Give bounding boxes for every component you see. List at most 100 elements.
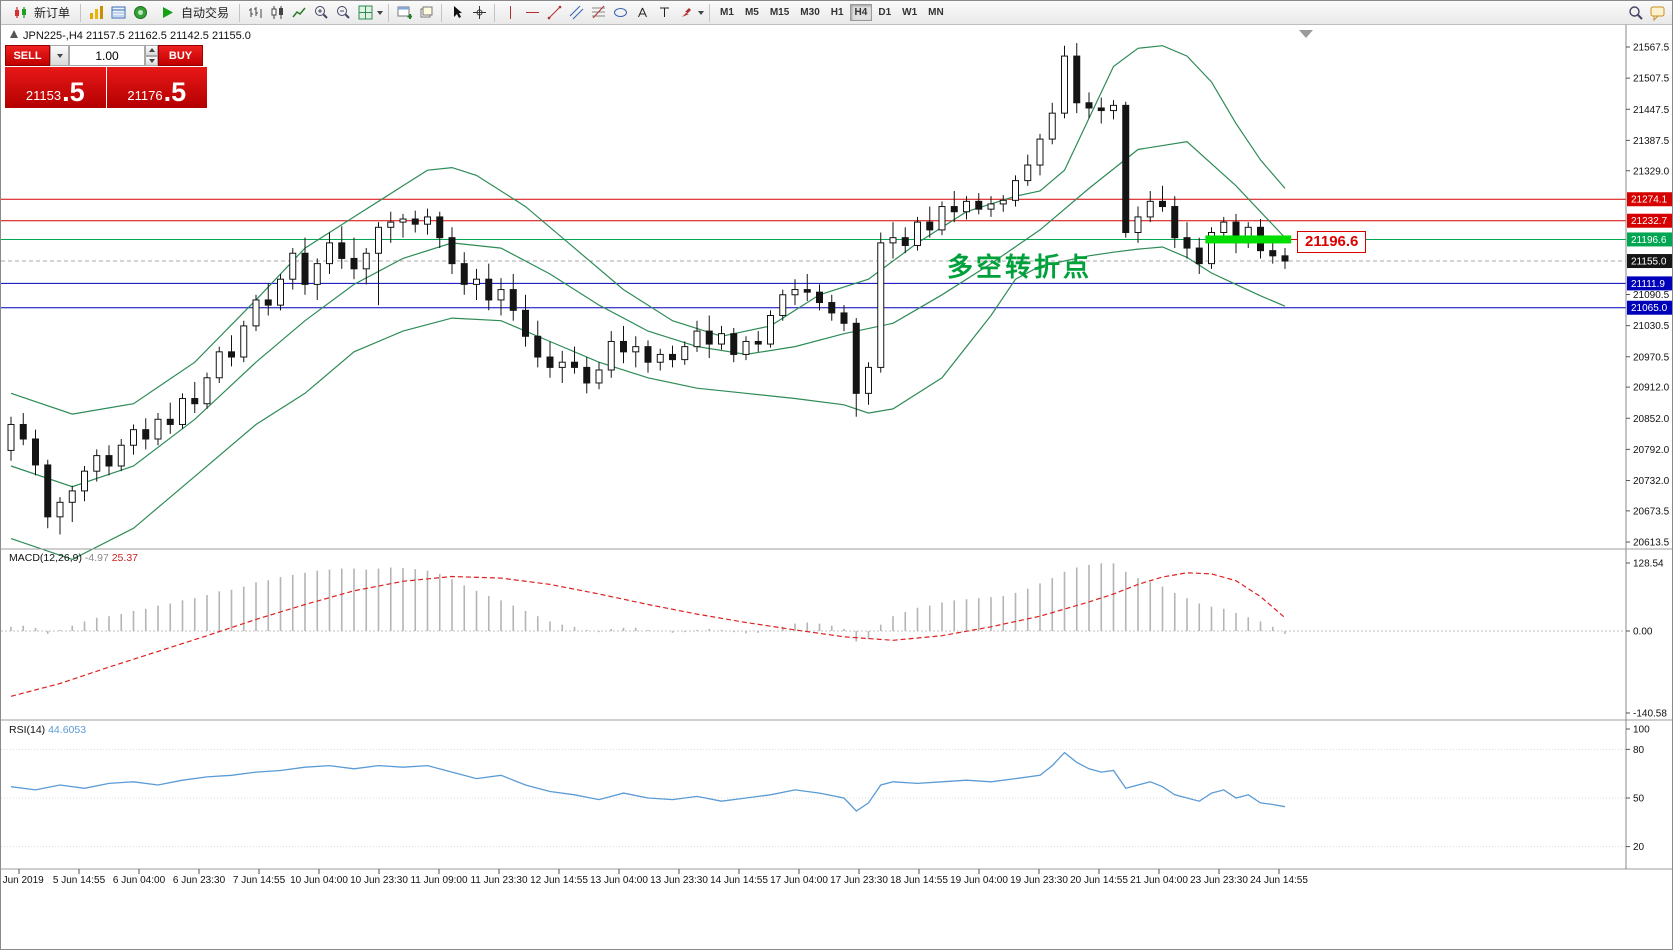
new-order-button[interactable]: 新订单	[5, 3, 75, 23]
candle-body	[191, 398, 199, 405]
timeframe-w1-button[interactable]: W1	[897, 4, 922, 21]
timeframe-h4-button[interactable]: H4	[849, 4, 873, 21]
time-axis-label: 13 Jun 23:30	[650, 875, 708, 886]
fibonacci-icon[interactable]	[588, 3, 608, 23]
timeframe-m1-button[interactable]: M1	[715, 4, 739, 21]
autotrading-icon	[157, 3, 177, 23]
channel-icon[interactable]	[566, 3, 586, 23]
rsi-line	[10, 751, 1286, 812]
new-chart-icon[interactable]	[394, 3, 414, 23]
shapes-icon[interactable]	[610, 3, 630, 23]
time-axis-label: 11 Jun 23:30	[470, 875, 528, 886]
timeframe-m5-button[interactable]: M5	[740, 4, 764, 21]
time-axis-label: 17 Jun 23:30	[830, 875, 888, 886]
crosshair-icon[interactable]	[469, 3, 489, 23]
volume-down-button[interactable]	[145, 55, 158, 66]
tile-windows-icon[interactable]	[355, 3, 375, 23]
candle-body	[669, 353, 676, 361]
candlestick-chart-icon[interactable]	[267, 3, 287, 23]
candle-body	[228, 351, 235, 358]
candle-body	[852, 322, 860, 394]
price-tick-label: 20852.0	[1633, 414, 1670, 425]
line-chart-icon[interactable]	[289, 3, 309, 23]
order-type-dropdown[interactable]	[50, 45, 69, 66]
profiles-icon[interactable]	[416, 3, 436, 23]
data-window-icon[interactable]	[108, 3, 128, 23]
candle-body	[1061, 55, 1068, 114]
candle-body	[999, 199, 1007, 205]
time-axis-label: 19 Jun 23:30	[1010, 875, 1068, 886]
label-icon[interactable]	[654, 3, 674, 23]
candle-body	[1048, 112, 1056, 140]
candle-body	[19, 423, 27, 440]
candle-body	[387, 221, 395, 228]
volume-up-button[interactable]	[145, 45, 158, 56]
charts-icon[interactable]	[86, 3, 106, 23]
price-tick-label: 21090.5	[1633, 290, 1670, 301]
navigator-icon[interactable]	[130, 3, 150, 23]
time-axis-label: 19 Jun 04:00	[950, 875, 1008, 886]
candle-body	[779, 294, 787, 317]
candle-body	[166, 418, 174, 425]
highlight-line-segment[interactable]	[1205, 235, 1292, 244]
volume-input[interactable]	[69, 45, 145, 66]
macd-tick-label: 128.54	[1633, 559, 1664, 570]
text-icon[interactable]	[632, 3, 652, 23]
candle-body	[1171, 206, 1179, 239]
candle-body	[914, 221, 921, 246]
search-icon[interactable]	[1626, 3, 1646, 23]
chart-canvas[interactable]: 21567.5 21507.5 21447.5 21387.5 21329.0 21090…	[1, 25, 1673, 950]
candle-body	[117, 444, 125, 467]
candle-body	[1281, 255, 1289, 262]
chat-icon[interactable]	[1648, 3, 1668, 23]
candle-body	[56, 501, 64, 518]
time-axis-label: 17 Jun 04:00	[770, 875, 828, 886]
chart-area[interactable]: 21567.5 21507.5 21447.5 21387.5 21329.0 21090…	[1, 25, 1672, 949]
horizontal-line-icon[interactable]	[522, 3, 542, 23]
arrows-icon[interactable]	[676, 3, 696, 23]
vertical-line-icon[interactable]	[500, 3, 520, 23]
price-tag-callout[interactable]: 21196.6	[1297, 231, 1367, 253]
candle-body	[473, 278, 480, 285]
candle-body	[987, 203, 995, 210]
rsi-tick-label: 100	[1633, 725, 1650, 736]
buy-button[interactable]: BUY	[158, 45, 203, 66]
rsi-tick-label: 80	[1633, 745, 1645, 756]
candle-body	[620, 340, 627, 353]
time-axis-label: 20 Jun 14:55	[1070, 875, 1128, 886]
timeframe-m30-button[interactable]: M30	[795, 4, 824, 21]
price-tick-label: 21507.5	[1633, 74, 1670, 85]
timeframe-mn-button[interactable]: MN	[923, 4, 949, 21]
pivot-annotation-text[interactable]: 多空转折点	[947, 252, 1093, 282]
candle-body	[68, 490, 76, 503]
chevron-down-icon[interactable]	[377, 10, 384, 15]
time-axis-label: 6 Jun 04:00	[113, 875, 166, 886]
cursor-icon[interactable]	[447, 3, 467, 23]
one-click-trading-panel[interactable]: SELL BUY 21153.5 21176.5	[5, 45, 207, 108]
candle-body	[436, 216, 444, 239]
zoom-out-icon[interactable]	[333, 3, 353, 23]
bar-chart-icon[interactable]	[245, 3, 265, 23]
time-axis-label: 24 Jun 14:55	[1250, 875, 1308, 886]
candle-body	[693, 330, 701, 348]
candle-body	[326, 242, 333, 265]
candle-body	[264, 299, 272, 306]
autotrading-button[interactable]: 自动交易	[152, 3, 234, 23]
time-axis-label: 6 Jun 23:30	[173, 875, 226, 886]
candle-body	[1122, 104, 1130, 233]
sell-button[interactable]: SELL	[5, 45, 50, 66]
timeframe-m15-button[interactable]: M15	[765, 4, 794, 21]
candle-body	[963, 200, 970, 213]
candle-body	[81, 470, 88, 492]
zoom-in-icon[interactable]	[311, 3, 331, 23]
autotrading-label: 自动交易	[181, 6, 230, 20]
price-line-label-box	[1627, 276, 1672, 291]
candle-body	[1134, 216, 1142, 233]
trendline-icon[interactable]	[544, 3, 564, 23]
timeframe-h1-button[interactable]: H1	[826, 4, 849, 21]
chevron-down-icon[interactable]	[698, 10, 705, 15]
chart-shift-marker[interactable]	[1299, 30, 1313, 38]
sell-price[interactable]: 21153.5	[5, 67, 106, 108]
buy-price[interactable]: 21176.5	[106, 67, 207, 108]
timeframe-d1-button[interactable]: D1	[873, 4, 896, 21]
